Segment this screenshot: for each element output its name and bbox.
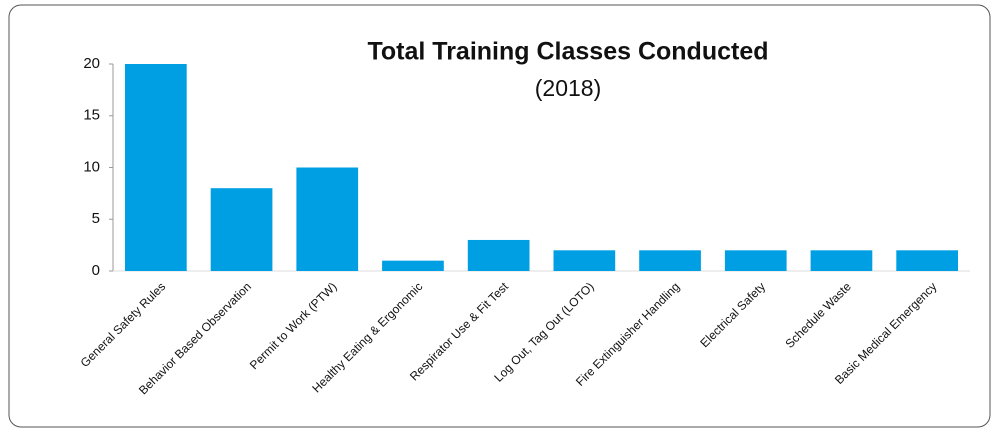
y-tick-label: 15 bbox=[83, 107, 100, 124]
y-tick-label: 10 bbox=[83, 158, 100, 175]
chart-frame bbox=[8, 4, 991, 428]
bar bbox=[639, 250, 701, 271]
bar bbox=[553, 250, 616, 271]
chart-subtitle: (2018) bbox=[535, 75, 601, 101]
chart-title: Total Training Classes Conducted bbox=[368, 38, 769, 66]
bar bbox=[724, 250, 787, 271]
y-tick-label: 5 bbox=[92, 210, 100, 227]
bar bbox=[210, 188, 273, 271]
bar bbox=[896, 250, 959, 271]
y-tick-label: 0 bbox=[92, 262, 100, 279]
y-tick-label: 20 bbox=[83, 55, 100, 72]
bar bbox=[296, 167, 359, 271]
bar bbox=[382, 260, 444, 271]
bar bbox=[810, 250, 873, 271]
bar bbox=[467, 239, 530, 271]
bar bbox=[124, 64, 187, 271]
